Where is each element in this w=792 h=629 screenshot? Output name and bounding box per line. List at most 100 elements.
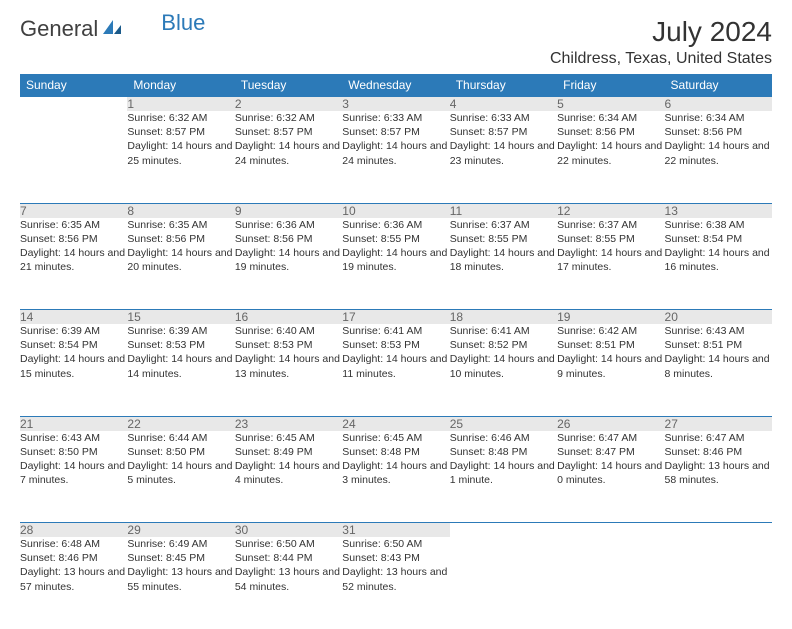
sunset-line: Sunset: 8:50 PM — [127, 445, 234, 459]
logo: General Blue — [20, 16, 205, 42]
day-number-cell: 11 — [450, 203, 557, 218]
day-content-cell: Sunrise: 6:50 AMSunset: 8:44 PMDaylight:… — [235, 537, 342, 629]
daylight-line: Daylight: 13 hours and 57 minutes. — [20, 565, 127, 593]
day-number-cell: 29 — [127, 523, 234, 538]
day-number-cell: 4 — [450, 97, 557, 112]
day-content-cell: Sunrise: 6:35 AMSunset: 8:56 PMDaylight:… — [20, 218, 127, 310]
daylight-line: Daylight: 14 hours and 10 minutes. — [450, 352, 557, 380]
day-number-cell: 24 — [342, 416, 449, 431]
daylight-line: Daylight: 14 hours and 23 minutes. — [450, 139, 557, 167]
sunset-line: Sunset: 8:47 PM — [557, 445, 664, 459]
day-number-cell: 7 — [20, 203, 127, 218]
daylight-line: Daylight: 14 hours and 24 minutes. — [235, 139, 342, 167]
daylight-line: Daylight: 14 hours and 13 minutes. — [235, 352, 342, 380]
day-content-cell: Sunrise: 6:39 AMSunset: 8:54 PMDaylight:… — [20, 324, 127, 416]
weekday-header: Tuesday — [235, 74, 342, 97]
day-content-cell: Sunrise: 6:38 AMSunset: 8:54 PMDaylight:… — [665, 218, 772, 310]
day-number-cell: 28 — [20, 523, 127, 538]
day-number-cell — [20, 97, 127, 112]
sunset-line: Sunset: 8:57 PM — [235, 125, 342, 139]
day-number-cell: 17 — [342, 310, 449, 325]
sunrise-line: Sunrise: 6:39 AM — [20, 324, 127, 338]
sail-icon — [101, 16, 123, 42]
sunrise-line: Sunrise: 6:39 AM — [127, 324, 234, 338]
sunrise-line: Sunrise: 6:37 AM — [450, 218, 557, 232]
daylight-line: Daylight: 14 hours and 8 minutes. — [665, 352, 772, 380]
sunset-line: Sunset: 8:44 PM — [235, 551, 342, 565]
sunset-line: Sunset: 8:49 PM — [235, 445, 342, 459]
sunset-line: Sunset: 8:56 PM — [20, 232, 127, 246]
day-number-cell: 25 — [450, 416, 557, 431]
day-content-cell: Sunrise: 6:45 AMSunset: 8:48 PMDaylight:… — [342, 431, 449, 523]
day-content-cell: Sunrise: 6:37 AMSunset: 8:55 PMDaylight:… — [557, 218, 664, 310]
sunrise-line: Sunrise: 6:45 AM — [342, 431, 449, 445]
day-number-cell: 10 — [342, 203, 449, 218]
logo-text-2: Blue — [161, 10, 205, 36]
sunset-line: Sunset: 8:52 PM — [450, 338, 557, 352]
daylight-line: Daylight: 14 hours and 19 minutes. — [342, 246, 449, 274]
sunset-line: Sunset: 8:54 PM — [20, 338, 127, 352]
sunset-line: Sunset: 8:55 PM — [342, 232, 449, 246]
day-content-cell: Sunrise: 6:41 AMSunset: 8:52 PMDaylight:… — [450, 324, 557, 416]
day-number-cell: 30 — [235, 523, 342, 538]
day-number-cell: 5 — [557, 97, 664, 112]
sunset-line: Sunset: 8:55 PM — [450, 232, 557, 246]
sunset-line: Sunset: 8:46 PM — [20, 551, 127, 565]
sunset-line: Sunset: 8:48 PM — [342, 445, 449, 459]
sunrise-line: Sunrise: 6:33 AM — [342, 111, 449, 125]
day-content-cell: Sunrise: 6:44 AMSunset: 8:50 PMDaylight:… — [127, 431, 234, 523]
page-header: General Blue July 2024 Childress, Texas,… — [20, 16, 772, 68]
day-content-cell: Sunrise: 6:48 AMSunset: 8:46 PMDaylight:… — [20, 537, 127, 629]
day-number-cell — [450, 523, 557, 538]
day-content-cell: Sunrise: 6:47 AMSunset: 8:46 PMDaylight:… — [665, 431, 772, 523]
day-number-cell: 16 — [235, 310, 342, 325]
sunset-line: Sunset: 8:53 PM — [342, 338, 449, 352]
sunset-line: Sunset: 8:56 PM — [665, 125, 772, 139]
day-content-cell: Sunrise: 6:34 AMSunset: 8:56 PMDaylight:… — [665, 111, 772, 203]
calendar-table: SundayMondayTuesdayWednesdayThursdayFrid… — [20, 74, 772, 629]
month-title: July 2024 — [550, 16, 772, 48]
sunset-line: Sunset: 8:50 PM — [20, 445, 127, 459]
day-content-row: Sunrise: 6:48 AMSunset: 8:46 PMDaylight:… — [20, 537, 772, 629]
day-number-cell: 8 — [127, 203, 234, 218]
day-content-cell: Sunrise: 6:42 AMSunset: 8:51 PMDaylight:… — [557, 324, 664, 416]
day-content-cell: Sunrise: 6:35 AMSunset: 8:56 PMDaylight:… — [127, 218, 234, 310]
weekday-header: Sunday — [20, 74, 127, 97]
sunrise-line: Sunrise: 6:45 AM — [235, 431, 342, 445]
sunset-line: Sunset: 8:54 PM — [665, 232, 772, 246]
day-content-cell: Sunrise: 6:32 AMSunset: 8:57 PMDaylight:… — [235, 111, 342, 203]
daylight-line: Daylight: 13 hours and 58 minutes. — [665, 459, 772, 487]
daylight-line: Daylight: 13 hours and 54 minutes. — [235, 565, 342, 593]
daylight-line: Daylight: 14 hours and 4 minutes. — [235, 459, 342, 487]
day-content-row: Sunrise: 6:43 AMSunset: 8:50 PMDaylight:… — [20, 431, 772, 523]
sunrise-line: Sunrise: 6:37 AM — [557, 218, 664, 232]
sunset-line: Sunset: 8:43 PM — [342, 551, 449, 565]
day-number-cell: 27 — [665, 416, 772, 431]
sunset-line: Sunset: 8:56 PM — [235, 232, 342, 246]
sunrise-line: Sunrise: 6:42 AM — [557, 324, 664, 338]
day-number-cell — [557, 523, 664, 538]
sunset-line: Sunset: 8:57 PM — [342, 125, 449, 139]
weekday-row: SundayMondayTuesdayWednesdayThursdayFrid… — [20, 74, 772, 97]
sunset-line: Sunset: 8:55 PM — [557, 232, 664, 246]
daylight-line: Daylight: 14 hours and 7 minutes. — [20, 459, 127, 487]
day-content-cell: Sunrise: 6:41 AMSunset: 8:53 PMDaylight:… — [342, 324, 449, 416]
daylight-line: Daylight: 13 hours and 55 minutes. — [127, 565, 234, 593]
day-content-cell: Sunrise: 6:34 AMSunset: 8:56 PMDaylight:… — [557, 111, 664, 203]
day-number-cell: 31 — [342, 523, 449, 538]
logo-text-1: General — [20, 16, 98, 42]
calendar-body: 123456Sunrise: 6:32 AMSunset: 8:57 PMDay… — [20, 97, 772, 629]
sunrise-line: Sunrise: 6:46 AM — [450, 431, 557, 445]
sunrise-line: Sunrise: 6:40 AM — [235, 324, 342, 338]
sunrise-line: Sunrise: 6:43 AM — [665, 324, 772, 338]
sunrise-line: Sunrise: 6:48 AM — [20, 537, 127, 551]
day-number-cell: 14 — [20, 310, 127, 325]
day-number-cell: 12 — [557, 203, 664, 218]
sunrise-line: Sunrise: 6:36 AM — [235, 218, 342, 232]
sunset-line: Sunset: 8:45 PM — [127, 551, 234, 565]
sunrise-line: Sunrise: 6:33 AM — [450, 111, 557, 125]
sunset-line: Sunset: 8:53 PM — [127, 338, 234, 352]
day-number-cell: 23 — [235, 416, 342, 431]
day-number-row: 28293031 — [20, 523, 772, 538]
day-number-cell: 13 — [665, 203, 772, 218]
